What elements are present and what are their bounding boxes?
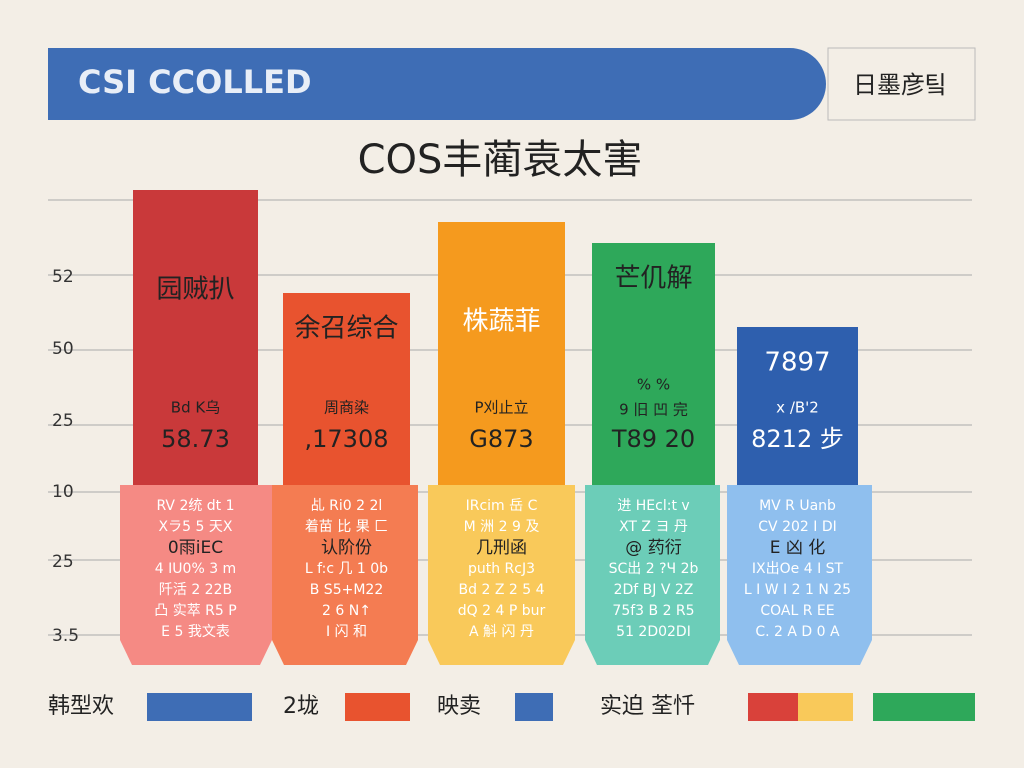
bar-note: 75f3 B 2 R5: [612, 603, 694, 619]
bar-note: C. 2 A D 0 A: [755, 624, 840, 640]
legend-label: 2垅: [283, 694, 319, 719]
header-side: 日墨彦팈: [853, 71, 947, 99]
legend-swatch: [798, 693, 853, 721]
bar: [592, 243, 715, 485]
bar-note: SC出 2 ?Ч 2b: [609, 561, 699, 577]
bar-panel: [727, 485, 872, 665]
bar-note: COAL R EE: [760, 603, 834, 619]
bar: [283, 293, 410, 485]
legend-swatch: [147, 693, 252, 721]
bar-note: dQ 2 4 P bur: [458, 603, 546, 619]
legend-label: 映卖: [437, 694, 481, 719]
bar-note: IRcim 岳 C: [466, 498, 538, 514]
bar-note: 阡活 2 22B: [159, 582, 232, 598]
bar-figure: T89 20: [611, 425, 695, 453]
bar-note: L f:c 几 1 0b: [305, 561, 388, 577]
bar-sub: % %: [637, 376, 670, 394]
header-side-box: [827, 47, 976, 121]
bar: [438, 222, 565, 485]
title: COS丰蔺袁太害: [358, 137, 643, 183]
bar-note: Bd 2 Z 2 5 4: [459, 582, 545, 598]
bar-note: 2 6 N↑: [322, 603, 371, 619]
bar-label: 余召综合: [294, 314, 398, 344]
bar-note: 认阶份: [321, 538, 372, 558]
bar-label: 7897: [764, 348, 830, 378]
bar-figure: ,17308: [305, 425, 389, 453]
bar-label: 株蔬菲: [462, 307, 540, 337]
axis-label: 25: [52, 411, 74, 431]
header-bar: [48, 48, 826, 120]
bar-note: A 斛 闪 丹: [469, 624, 534, 640]
bar-note: XT Z ヨ 丹: [619, 519, 688, 535]
bar-note: IX出Oe 4 I ST: [752, 561, 844, 577]
bar-note: E 凶 化: [770, 538, 826, 558]
bar-note: 进 HEcl:t v: [617, 498, 689, 514]
bar-figure: 8212 步: [751, 425, 844, 453]
axis-label: 52: [52, 267, 74, 287]
bar-label: 园贼扒: [156, 275, 234, 305]
bar-note: B S5+M22: [310, 582, 383, 598]
bar-note: Xラ5 5 天X: [159, 519, 233, 535]
bar-note: RV 2统 dt 1: [156, 498, 234, 514]
bar-panel: [272, 485, 418, 665]
bar-panel: [428, 485, 575, 665]
bar-note: L I W I 2 1 N 25: [744, 582, 851, 598]
bar: [737, 327, 858, 485]
bar-note: puth RcJ3: [468, 561, 535, 577]
bar-label: 芒仉解: [614, 264, 692, 294]
bar-note: 凸 实萃 R5 P: [154, 603, 236, 619]
bar-note: 着苗 比 果 匚: [305, 519, 388, 535]
bar-note: E 5 我文表: [161, 624, 230, 640]
header-title: CSI CCOLLED: [78, 63, 312, 101]
bar-sub: P刈止立: [474, 399, 528, 417]
legend-swatch: [873, 693, 975, 721]
legend-label: 韩型欢: [48, 694, 114, 719]
bar-note: CV 202 I DI: [758, 519, 836, 535]
axis-label: 25: [52, 552, 74, 572]
bar-note: 乩 Ri0 2 2l: [311, 498, 383, 514]
bar: [133, 190, 258, 485]
bar-note: 2Df BJ V 2Z: [614, 582, 694, 598]
bar-panel: [585, 485, 720, 665]
bar-note: I 闪 和: [326, 624, 367, 640]
axis-label: 10: [52, 482, 74, 502]
bar-sub: 9 旧 凹 完: [619, 401, 688, 419]
legend-swatch: [345, 693, 410, 721]
bar-note: 几刑函: [476, 538, 527, 558]
bar-panel: [120, 485, 272, 665]
bar-note: MV R Uanb: [759, 498, 836, 514]
axis-label: 3.5: [52, 626, 79, 646]
bar-note: 0雨iEC: [168, 538, 223, 558]
bar-sub: x /B'2: [776, 399, 819, 417]
legend-swatch: [515, 693, 553, 721]
bar-note: M 洲 2 9 及: [464, 519, 540, 535]
bar-figure: 58.73: [161, 425, 230, 453]
bar-sub: 周商染: [324, 399, 369, 417]
legend-swatch: [748, 693, 798, 721]
legend-label: 实迫 荃忏: [600, 694, 695, 719]
bar-sub: Bd K乌: [171, 399, 220, 417]
bar-note: 4 IU0% 3 m: [155, 561, 236, 577]
axis-label: 50: [52, 339, 74, 359]
bar-figure: G873: [469, 425, 533, 453]
bar-note: @ 药衍: [625, 538, 681, 558]
bar-note: 51 2D02DI: [616, 624, 691, 640]
